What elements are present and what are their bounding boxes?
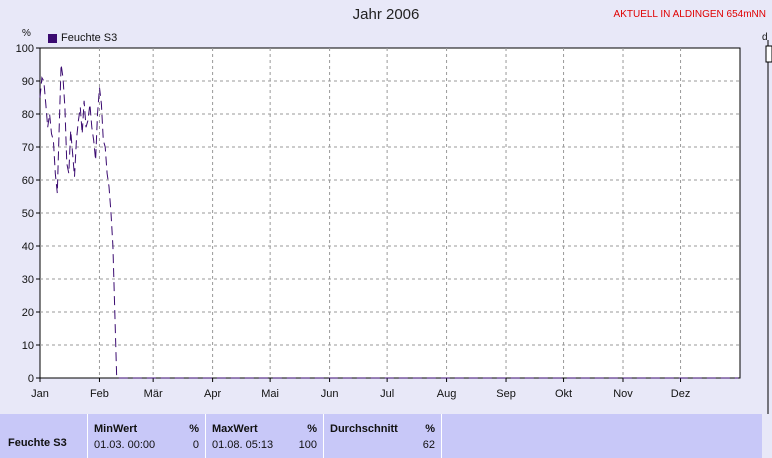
stats-avg-header: Durchschnitt xyxy=(330,423,398,435)
y-unit-right: d xyxy=(762,32,768,43)
legend: Feuchte S3 xyxy=(48,32,117,44)
x-tick-label: Okt xyxy=(555,388,572,400)
y-tick-label: 0 xyxy=(28,373,34,385)
x-tick-label: Sep xyxy=(496,388,516,400)
y-tick-label: 60 xyxy=(22,175,34,187)
stats-max-header: MaxWert xyxy=(212,423,258,435)
y-tick-label: 80 xyxy=(22,109,34,121)
x-tick-label: Jul xyxy=(380,388,394,400)
x-tick-label: Dez xyxy=(671,388,691,400)
legend-swatch xyxy=(48,33,57,43)
stats-min-unit: % xyxy=(189,423,199,435)
stats-avg-value: 62 xyxy=(422,439,435,451)
stats-max-cell: MaxWert % 01.08. 05:13 100 xyxy=(206,414,324,458)
stats-min-cell: MinWert % 01.03. 00:00 0 xyxy=(88,414,206,458)
stats-table: Feuchte S3 MinWert % 01.03. 00:00 0 MaxW… xyxy=(0,414,772,458)
y-tick-label: 70 xyxy=(22,142,34,154)
y-tick-label: 10 xyxy=(22,340,34,352)
stats-series-label: Feuchte S3 xyxy=(8,437,67,449)
y-tick-label: 30 xyxy=(22,274,34,286)
x-tick-label: Nov xyxy=(613,388,633,400)
x-tick-label: Mär xyxy=(144,388,163,400)
stats-max-time: 01.08. 05:13 xyxy=(212,439,274,451)
station-label: AKTUELL IN ALDINGEN 654mNN xyxy=(613,9,766,20)
x-tick-label: Feb xyxy=(90,388,109,400)
stats-avg-cell: Durchschnitt % 62 xyxy=(324,414,442,458)
y-tick-label: 90 xyxy=(22,76,34,88)
y-unit-left: % xyxy=(22,28,31,39)
stats-max-unit: % xyxy=(307,423,317,435)
x-tick-label: Apr xyxy=(204,388,221,400)
right-axis-thumb xyxy=(765,45,772,63)
y-tick-label: 100 xyxy=(16,43,34,55)
x-tick-label: Jun xyxy=(321,388,339,400)
stats-empty-cell xyxy=(442,414,762,458)
stats-avg-unit: % xyxy=(425,423,435,435)
y-tick-label: 20 xyxy=(22,307,34,319)
x-tick-label: Aug xyxy=(437,388,457,400)
legend-label: Feuchte S3 xyxy=(61,32,118,44)
chart-plot: 0 10 20 30 40 50 60 70 80 90 100 Jan Feb Mär Apr Mai Jun… xyxy=(16,40,772,414)
chart-title: Jahr 2006 xyxy=(352,6,420,23)
stats-min-time: 01.03. 00:00 xyxy=(94,439,156,451)
x-tick-label: Jan xyxy=(31,388,49,400)
y-tick-label: 50 xyxy=(22,208,34,220)
series-line xyxy=(39,64,739,379)
stats-min-header: MinWert xyxy=(94,423,138,435)
stats-min-value: 0 xyxy=(192,439,199,451)
x-tick-label: Mai xyxy=(261,388,279,400)
stats-series-cell: Feuchte S3 xyxy=(0,414,88,458)
y-tick-label: 40 xyxy=(22,241,34,253)
stats-max-value: 100 xyxy=(298,439,317,451)
